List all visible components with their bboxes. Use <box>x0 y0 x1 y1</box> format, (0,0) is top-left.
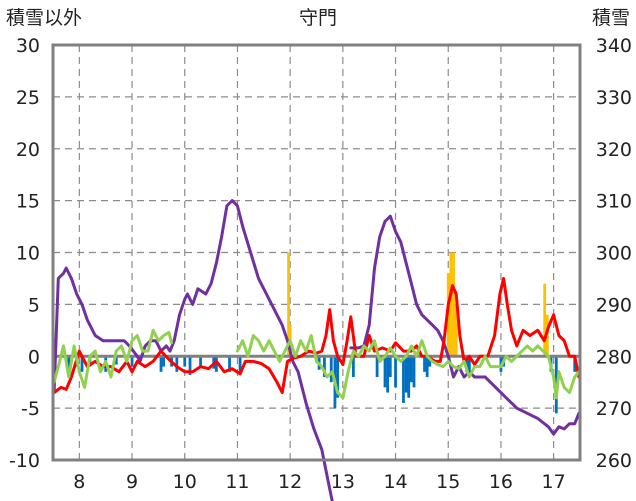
left-tick-label: -10 <box>9 450 40 472</box>
negative_bars-bar <box>407 356 411 398</box>
left-tick-label: 5 <box>28 294 40 316</box>
plot-frame <box>51 43 582 462</box>
right-tick-label: 280 <box>596 346 632 368</box>
left-axis-label: 積雪以外 <box>6 7 82 29</box>
line-series <box>52 199 581 501</box>
negative_bars-bar <box>428 356 432 367</box>
negative_bars-bar <box>183 356 187 367</box>
negative_bars-bar <box>402 356 405 403</box>
right-tick-label: 270 <box>596 398 632 420</box>
right-tick-label: 330 <box>596 87 632 109</box>
negative_bars-bar <box>375 356 379 377</box>
x-tick-label: 17 <box>542 471 566 493</box>
negative_bars-bar <box>425 356 429 377</box>
left-tick-label: 15 <box>16 191 40 213</box>
x-tick-label: 9 <box>126 471 138 493</box>
precipitation-bar <box>449 252 453 357</box>
left-tick-label: 20 <box>16 139 40 161</box>
snow_depth-line <box>349 214 581 436</box>
left-tick-label: 30 <box>16 35 40 57</box>
negative_bars-bar <box>175 356 179 372</box>
right-tick-label: 340 <box>596 35 632 57</box>
negative_bars-bar <box>351 356 355 377</box>
right-tick-label: 300 <box>596 243 632 265</box>
negative_bars-bar <box>404 356 408 393</box>
left-tick-label: -5 <box>21 398 40 420</box>
negative_bars-bar <box>336 356 339 398</box>
gridlines <box>53 45 580 460</box>
negative_bars-bar <box>130 356 134 367</box>
negative_bars-bar <box>573 356 577 372</box>
x-tick-label: 15 <box>436 471 460 493</box>
x-tick-label: 10 <box>173 471 197 493</box>
x-tick-label: 8 <box>73 471 85 493</box>
negative_bars-bar <box>388 356 392 377</box>
right-tick-label: 320 <box>596 139 632 161</box>
x-axis-tick-labels: 8 9 10 11 12 13 14 15 16 17 <box>73 471 565 493</box>
x-tick-label: 16 <box>489 471 513 493</box>
secondary_line-line <box>235 334 581 400</box>
left-axis-tick-labels: 30 25 20 15 10 5 0 -5 -10 <box>9 35 40 472</box>
negative_bars-bar <box>238 356 242 372</box>
right-axis-tick-labels: 340 330 320 310 300 290 280 270 260 <box>596 35 632 472</box>
left-tick-label: 25 <box>16 87 40 109</box>
x-tick-label: 14 <box>383 471 407 493</box>
negative_bars-bar <box>467 356 471 377</box>
precipitation-bar <box>452 252 455 357</box>
right-tick-label: 260 <box>596 450 632 472</box>
negative_bars-bar <box>409 356 413 383</box>
right-axis-label: 積雪 <box>592 7 630 29</box>
negative_bars-bar <box>214 356 218 372</box>
negative_bars-bar <box>412 356 416 388</box>
chart-title: 守門 <box>299 7 337 29</box>
negative_bars-bar <box>228 356 231 372</box>
negative_bars-bar <box>188 356 192 375</box>
precipitation-bar <box>543 283 547 357</box>
right-tick-label: 290 <box>596 294 632 316</box>
left-tick-label: 10 <box>16 243 40 265</box>
left-tick-label: 0 <box>28 346 40 368</box>
negative_bars-bar <box>80 356 84 372</box>
secondary_line-line <box>52 328 174 389</box>
negative_bars-bar <box>386 356 390 393</box>
negative_bars-bar <box>465 356 469 372</box>
negative_bars-bar <box>329 356 333 383</box>
negative_bars-bar <box>67 356 71 372</box>
negative_bars-bar <box>323 356 326 377</box>
negative_bars-bar <box>114 356 118 365</box>
negative_bars-bar <box>159 356 163 372</box>
x-tick-label: 11 <box>225 471 249 493</box>
precipitation-bar <box>287 252 290 357</box>
negative_bars-bar <box>162 356 166 367</box>
x-tick-label: 13 <box>331 471 355 493</box>
snow_depth-line <box>52 199 334 501</box>
temperature-line <box>52 276 581 395</box>
x-tick-label: 12 <box>278 471 302 493</box>
precipitation-bar <box>454 304 458 357</box>
right-tick-label: 310 <box>596 191 632 213</box>
negative_bars-bar <box>394 356 397 388</box>
negative_bars-bar <box>383 356 387 388</box>
negative_bars-bar <box>423 356 426 372</box>
negative_bars-bar <box>199 356 202 367</box>
